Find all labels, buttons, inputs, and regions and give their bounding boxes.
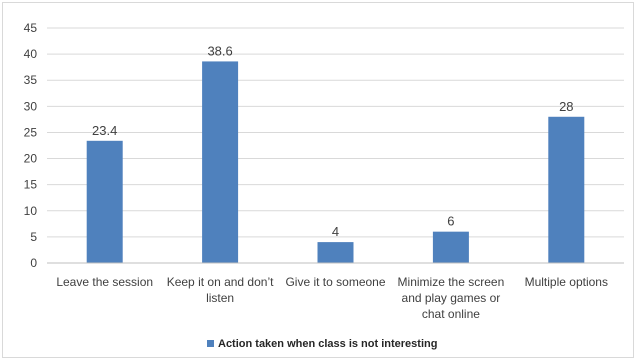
data-label: 38.6 (207, 43, 232, 58)
bars (86, 61, 585, 264)
y-tick-label: 25 (24, 125, 38, 139)
data-label: 28 (559, 99, 573, 114)
y-tick-label: 0 (30, 256, 37, 270)
legend-label: Action taken when class is not interesti… (218, 338, 437, 350)
x-axis-category-labels: Leave the session Keep it on and don’t lis… (56, 275, 608, 321)
category-label: Multiple options (525, 275, 608, 289)
category-label-line: Give it to someone (285, 275, 385, 289)
category-label: Leave the session (56, 275, 153, 289)
bar (86, 140, 123, 263)
data-label: 23.4 (92, 123, 117, 138)
bar (432, 231, 469, 263)
y-tick-label: 45 (24, 21, 38, 35)
data-label: 6 (447, 214, 454, 229)
category-label: Minimize the screen and play games or chat… (398, 275, 505, 321)
legend: Action taken when class is not interesti… (207, 338, 437, 350)
category-label-line: listen (206, 291, 234, 305)
y-tick-label: 10 (24, 204, 38, 218)
category-label-line: Multiple options (525, 275, 608, 289)
y-tick-label: 30 (24, 99, 38, 113)
y-tick-label: 20 (24, 152, 38, 166)
category-label-line: chat online (422, 307, 480, 321)
y-tick-label: 40 (24, 47, 38, 61)
bar (317, 242, 354, 263)
y-axis-ticks: 0 5 10 15 20 25 30 35 40 45 (24, 21, 38, 270)
legend-swatch (207, 340, 214, 347)
category-label-line: Leave the session (56, 275, 153, 289)
data-label: 4 (332, 224, 339, 239)
category-label-line: Minimize the screen (398, 275, 505, 289)
category-label: Give it to someone (285, 275, 385, 289)
category-label: Keep it on and don’t listen (167, 275, 274, 305)
y-tick-label: 15 (24, 178, 38, 192)
data-labels: 23.4 38.6 4 6 28 (92, 43, 573, 239)
category-label-line: and play games or (402, 291, 501, 305)
bar (548, 116, 585, 264)
y-tick-label: 35 (24, 73, 38, 87)
y-tick-label: 5 (30, 230, 37, 244)
category-label-line: Keep it on and don’t (167, 275, 274, 289)
gridlines (47, 27, 624, 238)
bar (202, 61, 239, 263)
